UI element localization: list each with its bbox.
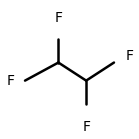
Text: F: F bbox=[7, 74, 15, 88]
Text: F: F bbox=[54, 11, 62, 25]
Text: F: F bbox=[125, 49, 133, 63]
Text: F: F bbox=[82, 120, 90, 134]
